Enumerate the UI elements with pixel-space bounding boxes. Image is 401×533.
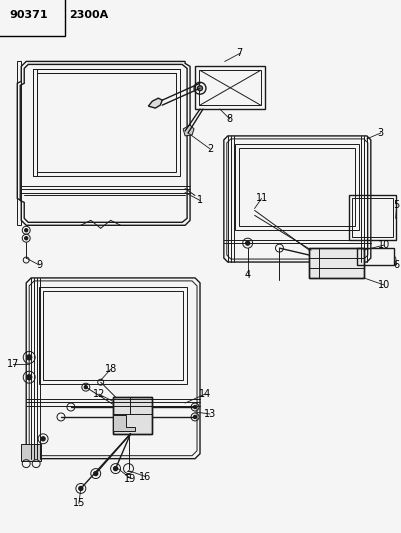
Text: 14: 14 xyxy=(198,389,211,399)
Circle shape xyxy=(25,229,28,232)
Polygon shape xyxy=(308,248,363,278)
Text: 2300A: 2300A xyxy=(69,10,108,20)
Polygon shape xyxy=(183,125,194,136)
Circle shape xyxy=(93,472,97,475)
Text: 8: 8 xyxy=(226,114,232,124)
Circle shape xyxy=(113,466,117,471)
Text: 12: 12 xyxy=(92,389,105,399)
Circle shape xyxy=(25,237,28,240)
Circle shape xyxy=(193,406,196,408)
Circle shape xyxy=(197,86,202,91)
Text: 19: 19 xyxy=(124,473,136,483)
Text: 5: 5 xyxy=(393,200,399,211)
Text: 4: 4 xyxy=(244,270,250,280)
Polygon shape xyxy=(112,397,152,434)
Circle shape xyxy=(26,375,32,379)
Text: 13: 13 xyxy=(203,409,215,419)
Text: 10: 10 xyxy=(377,280,389,290)
Text: 9: 9 xyxy=(36,260,42,270)
Text: 6: 6 xyxy=(393,260,399,270)
Circle shape xyxy=(41,437,45,441)
Text: 2: 2 xyxy=(206,144,213,154)
Circle shape xyxy=(26,355,32,360)
Text: 7: 7 xyxy=(236,49,242,59)
Polygon shape xyxy=(148,98,162,108)
Text: 16: 16 xyxy=(139,472,151,481)
Text: 10: 10 xyxy=(377,240,389,250)
Text: 15: 15 xyxy=(73,498,85,508)
Circle shape xyxy=(245,241,249,245)
Text: 90371: 90371 xyxy=(9,10,48,20)
Text: 17: 17 xyxy=(7,359,19,369)
Circle shape xyxy=(84,386,87,389)
Text: 18: 18 xyxy=(104,364,116,374)
Text: 11: 11 xyxy=(255,193,267,204)
Text: 3: 3 xyxy=(377,128,383,138)
Polygon shape xyxy=(21,444,41,461)
Circle shape xyxy=(193,415,196,418)
Polygon shape xyxy=(112,415,135,431)
Text: 1: 1 xyxy=(196,196,203,205)
Circle shape xyxy=(79,487,83,490)
